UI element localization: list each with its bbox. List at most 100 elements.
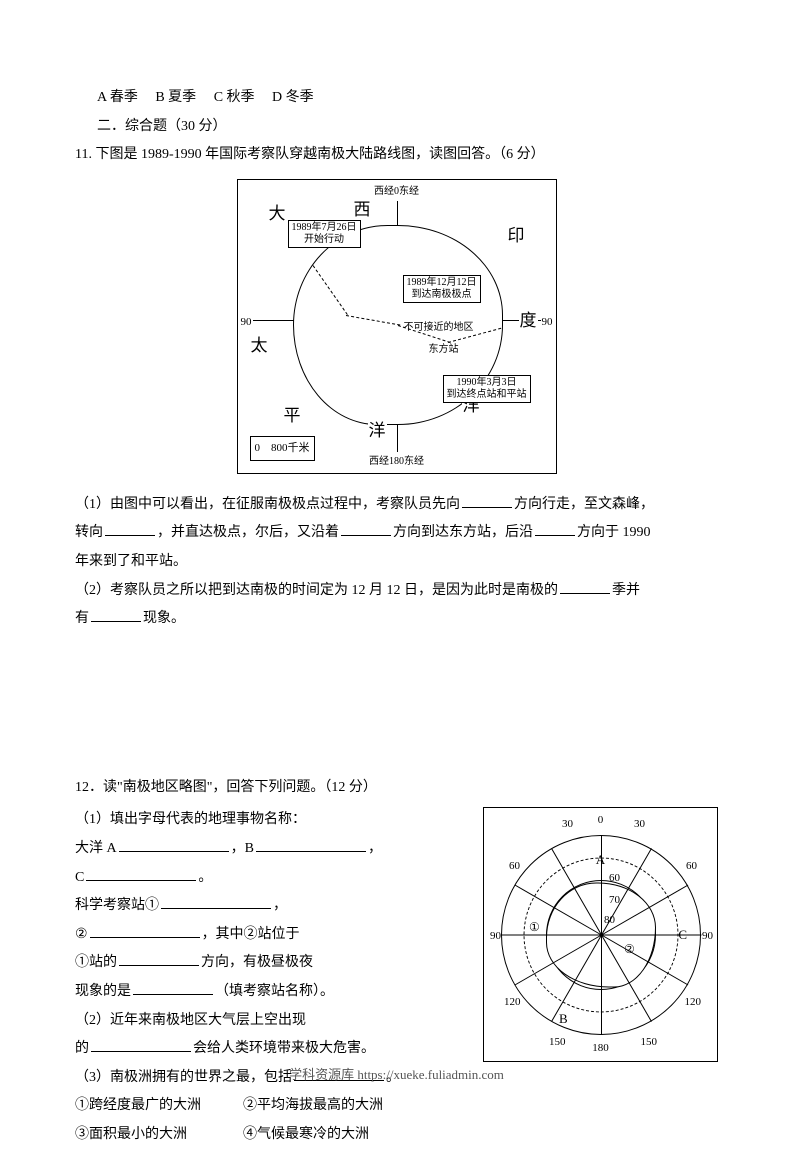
section-2-title: 二．综合题（30 分） xyxy=(75,114,718,141)
blank[interactable] xyxy=(161,894,271,909)
q12-p2-line1: （2）近年来南极地区大气层上空出现 xyxy=(75,1008,468,1035)
q11-p1f: 方向于 1990 xyxy=(577,525,651,540)
map-box-start: 1989年7月26日 开始行动 xyxy=(288,220,361,248)
q11-p1a: （1）由图中可以看出，在征服南极极点过程中，考察队员先向 xyxy=(75,497,460,512)
q11-stem-text: 11. 下图是 1989-1990 年国际考察队穿越南极大陆路线图，读图回答。（… xyxy=(75,147,545,162)
map-box-end: 1990年3月3日 到达终点站和平站 xyxy=(443,375,531,403)
q12-station-dir-b: 方向，有极昼极夜 xyxy=(201,955,313,970)
q10-opt-c: C 秋季 xyxy=(214,90,255,105)
ocean-ne: 印 xyxy=(507,220,526,252)
q10-opt-a: A 春季 xyxy=(97,90,138,105)
tick-30b: 30 xyxy=(634,814,645,835)
q12-phenom-b: （填考察站名称）。 xyxy=(215,984,334,999)
box1-line2: 开始行动 xyxy=(292,234,357,246)
tick-60a: 60 xyxy=(509,856,520,877)
tick-150b: 150 xyxy=(641,1032,658,1053)
q12-opt2: ②平均海拔最高的大洲 xyxy=(243,1098,383,1113)
blank[interactable] xyxy=(86,865,196,880)
q12-p2c: 会给人类环境带来极大危害。 xyxy=(193,1041,375,1056)
q11-stem: 11. 下图是 1989-1990 年国际考察队穿越南极大陆路线图，读图回答。（… xyxy=(75,142,718,169)
q12-phenom-a: 现象的是 xyxy=(75,984,131,999)
q12-opts-row2: ③面积最小的大洲 ④气候最寒冷的大洲 xyxy=(75,1122,468,1149)
ocean-w: 太 xyxy=(250,330,269,362)
blank[interactable] xyxy=(535,521,575,536)
tick-150a: 150 xyxy=(549,1032,566,1053)
lat-80: 80 xyxy=(604,910,615,931)
q11-p1d: ，并直达极点，尔后，又沿着 xyxy=(157,525,339,540)
blank[interactable] xyxy=(256,837,366,852)
q12-p2a: （2）近年来南极地区大气层上空出现 xyxy=(75,1013,306,1028)
q12-map: A B C ① ② 0 30 30 60 60 90 90 120 120 15… xyxy=(483,807,718,1062)
q11-p1g: 年来到了和平站。 xyxy=(75,554,187,569)
footer-text: 学科资源库 https://xueke.fuliadmin.com xyxy=(289,1067,504,1082)
box1-line1: 1989年7月26日 xyxy=(292,222,357,234)
q12-station2a: ② xyxy=(75,927,88,942)
box3-line1: 1990年3月3日 xyxy=(447,377,527,389)
blank[interactable] xyxy=(91,1037,191,1052)
box2-line2: 到达南极极点 xyxy=(407,289,477,301)
q12-ocean-line1: 大洋 A，B， xyxy=(75,836,468,863)
q12-stem: 12．读"南极地区略图"，回答下列问题。（12 分） xyxy=(75,775,718,802)
blank[interactable] xyxy=(462,492,512,507)
lat-60: 60 xyxy=(609,868,620,889)
q12-station2b: ，其中②站位于 xyxy=(202,927,300,942)
station-east: 东方站 xyxy=(428,340,460,359)
tick-30a: 30 xyxy=(562,814,573,835)
ocean-s: 洋 xyxy=(368,415,387,447)
blank[interactable] xyxy=(133,980,213,995)
q11-map: 西经0东经 大 西 印 度 太 平 洋 洋 90 90 1989年7月26日 开… xyxy=(237,179,557,474)
q12-station2: ② ，其中②站位于 xyxy=(75,922,468,949)
tick-60b: 60 xyxy=(686,856,697,877)
q12-station-dir: ①站的方向，有极昼极夜 xyxy=(75,950,468,977)
map-scale: 0 800千米 xyxy=(250,436,315,461)
section-2-title-text: 二．综合题（30 分） xyxy=(97,119,227,134)
box2-line1: 1989年12月12日 xyxy=(407,277,477,289)
tick-90b: 90 xyxy=(702,926,713,947)
q10-opt-b: B 夏季 xyxy=(155,90,196,105)
q12-p1: （1）填出字母代表的地理事物名称： xyxy=(75,807,468,834)
q12-oceanC-post: 。 xyxy=(198,870,212,885)
merid-90 xyxy=(501,934,601,935)
blank[interactable] xyxy=(90,922,200,937)
lat-70: 70 xyxy=(609,890,620,911)
blank[interactable] xyxy=(105,521,155,536)
blank[interactable] xyxy=(91,607,141,622)
q12-opt3: ③面积最小的大洲 xyxy=(75,1127,187,1142)
blank[interactable] xyxy=(119,837,229,852)
q11-p2a: （2）考察队员之所以把到达南极的时间定为 12 月 12 日，是因为此时是南极的 xyxy=(75,583,558,598)
q12-oceanB: ，B xyxy=(231,841,254,856)
blank[interactable] xyxy=(341,521,391,536)
center-region: 不可接近的地区 xyxy=(403,318,475,337)
q12-stem-text: 12．读"南极地区略图"，回答下列问题。（12 分） xyxy=(75,780,377,795)
spacer xyxy=(75,635,718,775)
q12-label-A: A xyxy=(596,848,605,873)
blank[interactable] xyxy=(560,578,610,593)
q11-p2b: 季并 xyxy=(612,583,640,598)
right-90: 90 xyxy=(541,312,554,333)
q12-oceanC-pre: C xyxy=(75,870,84,885)
q11-p2-line2: 有 现象。 xyxy=(75,606,718,633)
q11-p1c: 转向 xyxy=(75,525,103,540)
q12-phenom: 现象的是 （填考察站名称）。 xyxy=(75,979,468,1006)
tick-90a: 90 xyxy=(490,926,501,947)
map-bottom-label: 西经180东经 xyxy=(368,452,425,471)
blank[interactable] xyxy=(119,951,199,966)
q12-opt1: ①跨经度最广的大洲 xyxy=(75,1098,201,1113)
map-box-pole: 1989年12月12日 到达南极极点 xyxy=(403,275,481,303)
q10-options: A 春季 B 夏季 C 秋季 D 冬季 xyxy=(75,85,718,112)
tick-120a: 120 xyxy=(504,992,521,1013)
q12-opts-row1: ①跨经度最广的大洲 ②平均海拔最高的大洲 xyxy=(75,1093,468,1120)
q12-station1: 科学考察站①， xyxy=(75,893,468,920)
tick-180: 180 xyxy=(592,1038,609,1059)
q12-opt4: ④气候最寒冷的大洲 xyxy=(243,1127,369,1142)
q11-p2c: 有 xyxy=(75,611,89,626)
tick-0: 0 xyxy=(598,810,604,831)
ocean-e: 度 xyxy=(519,305,538,337)
map-top-label: 西经0东经 xyxy=(373,182,420,201)
q12-label-C: C xyxy=(678,923,687,948)
q12-label-s2: ② xyxy=(624,938,635,961)
q11-p1-line2: 转向，并直达极点，尔后，又沿着方向到达东方站，后沿方向于 1990 xyxy=(75,520,718,547)
q11-p2d: 现象。 xyxy=(143,611,185,626)
q11-p1b: 方向行走，至文森峰， xyxy=(514,497,654,512)
page-footer: 学科资源库 https://xueke.fuliadmin.com xyxy=(0,1063,793,1088)
